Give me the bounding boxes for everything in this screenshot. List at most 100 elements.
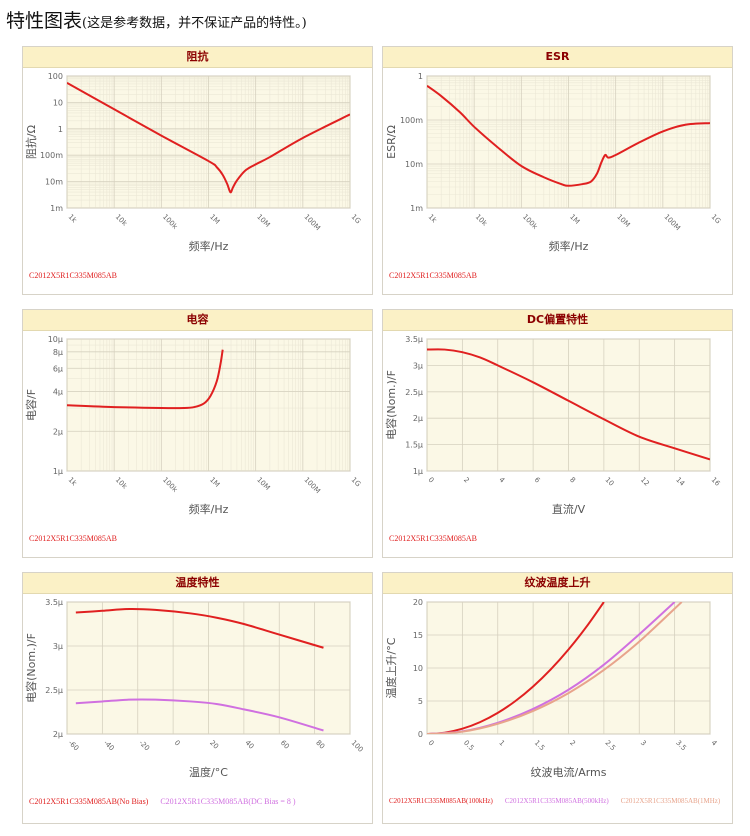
x-axis-label: 频率/Hz [189,502,229,516]
y-axis-label: 电容/F [24,389,38,421]
legend-entry: C2012X5R1C335M085AB(No Bias) [29,797,149,806]
y-tick-label: 10 [53,98,63,107]
x-tick-label: 60 [279,739,291,751]
y-axis-label: 电容(Nom.)/F [24,633,38,703]
x-axis-label: 直流/V [552,502,586,516]
x-tick-label: 6 [533,476,542,485]
x-tick-label: 10k [474,213,489,228]
y-tick-label: 15 [413,631,423,640]
y-tick-label: 2.5μ [405,388,423,397]
x-tick-label: 100M [302,213,321,232]
dc-bias-chart: 0 2 4 6 8 10 12 14 16 3.5μ 3μ 2.5μ 2μ 1.5μ 1μ 直流/V 电容(No… [384,335,722,516]
y-tick-label: 2μ [53,730,63,739]
x-tick-label: 1G [350,476,363,489]
impedance-chart: 1k 10k 100k 1M 10M 100M 1G 100 10 1 100m 10m 1m 频率/Hz… [24,72,362,253]
chart-title: ESR [383,47,732,68]
x-tick-label: 10 [603,476,615,488]
y-tick-label: 20 [413,598,423,607]
x-tick-label: -20 [137,739,151,753]
x-tick-label: 1M [208,476,221,489]
y-tick-label: 2.5μ [45,686,63,695]
x-tick-label: 100M [302,476,321,495]
x-tick-label: 3.5 [674,739,688,753]
x-tick-label: 16 [710,476,722,488]
y-tick-label: 10μ [48,335,63,344]
y-tick-label: 3μ [53,642,63,651]
x-tick-label: 10M [255,476,271,492]
y-tick-label: 1.5μ [405,441,423,450]
x-tick-label: 2.5 [603,739,617,753]
legend-entry: C2012X5R1C335M085AB(DC Bias = 8 ) [160,797,296,806]
x-tick-label: 8 [568,476,577,485]
chart-panel-capacitance: 电容 1k 10k 100k 1M 10M 100M 1G 10μ 8μ 6μ 4μ 2μ 1μ 频率/H… [22,309,373,558]
x-tick-label: 0 [173,739,182,748]
chart-title: 温度特性 [23,573,372,594]
y-tick-label: 1 [58,125,63,134]
series-line-0 [427,84,710,187]
chart-panel-esr: ESR 1k 10k 100k 1M 10M 100M 1G 1 100m 10m 1m 频率/Hz E… [382,46,733,295]
x-axis-label: 温度/°C [189,765,228,779]
x-tick-label: 10k [114,213,129,228]
y-tick-label: 100 [48,72,63,81]
x-tick-label: 100 [350,739,365,754]
x-tick-label: -40 [102,739,116,753]
legend-entry: C2012X5R1C335M085AB [29,271,118,280]
y-axis-label: 阻抗/Ω [24,125,38,159]
y-tick-label: 5 [418,697,423,706]
y-tick-label: 1μ [413,467,423,476]
x-tick-label: 12 [639,476,651,488]
y-tick-label: 2μ [53,427,63,436]
x-axis-label: 频率/Hz [549,239,589,253]
x-tick-label: 3 [639,739,648,748]
page-title: 特性图表 [6,10,83,32]
x-tick-label: 1M [208,213,221,226]
chart-panel-ripple: 纹波温度上升 0 0.5 1 1.5 2 2.5 3 3.5 4 20 15 10 5 0 纹波电流/Arm… [382,572,733,824]
chart-title: 电容 [23,310,372,331]
legend-entry: C2012X5R1C335M085AB [389,534,478,543]
y-tick-label: 1μ [53,467,63,476]
x-tick-label: 40 [243,739,255,751]
chart-panel-dc-bias: DC偏置特性 0 2 4 6 8 10 12 14 16 3.5μ 3μ 2.5μ 2μ 1.5μ 1μ 直流… [382,309,733,558]
y-tick-label: 3.5μ [405,335,423,344]
series-line-0 [67,81,350,194]
y-axis-label: 温度上升/°C [384,637,398,698]
temperature-chart: -60 -40 -20 0 20 40 60 80 100 3.5μ 3μ 2.5μ 2μ 温度/°C 电容… [24,598,365,779]
y-tick-label: 6μ [53,364,63,373]
x-tick-label: 1.5 [533,739,547,753]
y-tick-label: 10 [413,664,423,673]
legend-entry: C2012X5R1C335M085AB(100kHz) [389,797,493,805]
chart-panel-temperature: 温度特性 -60 -40 -20 0 20 40 60 80 100 3.5μ 3μ 2.5μ 2μ 温度… [22,572,373,824]
x-tick-label: 100k [521,213,540,232]
x-tick-label: 0 [427,739,436,748]
series-line-0 [427,348,710,461]
x-tick-label: 100k [161,476,180,495]
legend-entry: C2012X5R1C335M085AB(500kHz) [504,797,609,805]
chart-legend: C2012X5R1C335M085AB(100kHz) C2012X5R1C335… [389,797,732,805]
y-tick-label: 4μ [53,388,63,397]
x-tick-label: 14 [674,476,686,488]
x-tick-label: 1k [427,213,439,225]
capacitance-chart: 1k 10k 100k 1M 10M 100M 1G 10μ 8μ 6μ 4μ 2μ 1μ 频率/Hz 电容… [24,335,363,516]
x-tick-label: 2 [462,476,471,485]
x-tick-label: 0.5 [462,739,476,753]
x-tick-label: 2 [568,739,577,748]
y-tick-label: 0 [418,730,423,739]
x-tick-label: 4 [497,476,506,485]
y-tick-label: 1 [418,72,423,81]
x-tick-label: 100M [662,213,681,232]
y-tick-label: 2μ [413,414,423,423]
chart-legend: C2012X5R1C335M085AB [29,534,129,543]
x-axis-label: 频率/Hz [189,239,229,253]
x-tick-label: 4 [710,739,719,748]
legend-entry: C2012X5R1C335M085AB(1MHz) [620,797,721,805]
chart-title: 阻抗 [23,47,372,68]
legend-entry: C2012X5R1C335M085AB [389,271,478,280]
y-tick-label: 3μ [413,361,423,370]
x-axis-label: 纹波电流/Arms [530,765,606,779]
y-tick-label: 1m [410,204,423,213]
y-tick-label: 3.5μ [45,598,63,607]
y-tick-label: 100m [40,151,63,160]
series-line-0 [67,349,224,410]
y-tick-label: 8μ [53,348,63,357]
legend-entry: C2012X5R1C335M085AB [29,534,118,543]
